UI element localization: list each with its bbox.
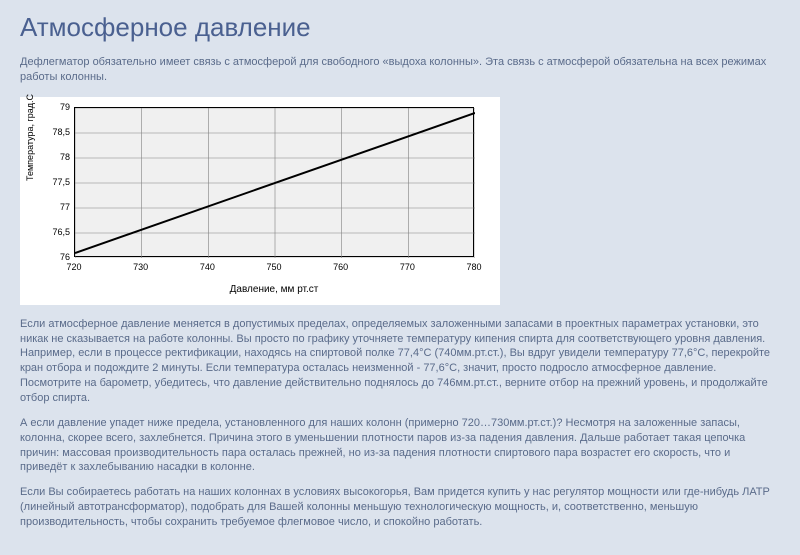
- chart-x-tick: 770: [400, 261, 415, 273]
- chart-x-tick: 730: [133, 261, 148, 273]
- chart-y-axis-label: Температура, град.С: [24, 94, 36, 181]
- chart-x-tick: 760: [333, 261, 348, 273]
- chart-y-tick: 77: [40, 201, 70, 213]
- chart-y-tick: 79: [40, 101, 70, 113]
- chart-plot-area: [74, 107, 474, 257]
- chart-x-tick: 780: [466, 261, 481, 273]
- body-paragraph-3: Если Вы собираетесь работать на наших ко…: [20, 485, 780, 530]
- chart-y-tick: 76,5: [40, 226, 70, 238]
- chart-x-axis-label: Давление, мм рт.ст: [74, 283, 474, 297]
- chart-x-tick: 750: [266, 261, 281, 273]
- pressure-temp-chart: Температура, град.С Давление, мм рт.ст 7…: [20, 97, 500, 305]
- intro-paragraph: Дефлегматор обязательно имеет связь с ат…: [20, 55, 780, 85]
- body-paragraph-1: Если атмосферное давление меняется в доп…: [20, 317, 780, 406]
- chart-y-tick: 78,5: [40, 126, 70, 138]
- chart-y-tick: 78: [40, 151, 70, 163]
- chart-x-tick: 720: [66, 261, 81, 273]
- page-title: Атмосферное давление: [20, 10, 780, 45]
- body-paragraph-2: А если давление упадет ниже предела, уст…: [20, 416, 780, 475]
- chart-x-tick: 740: [200, 261, 215, 273]
- chart-y-tick: 77,5: [40, 176, 70, 188]
